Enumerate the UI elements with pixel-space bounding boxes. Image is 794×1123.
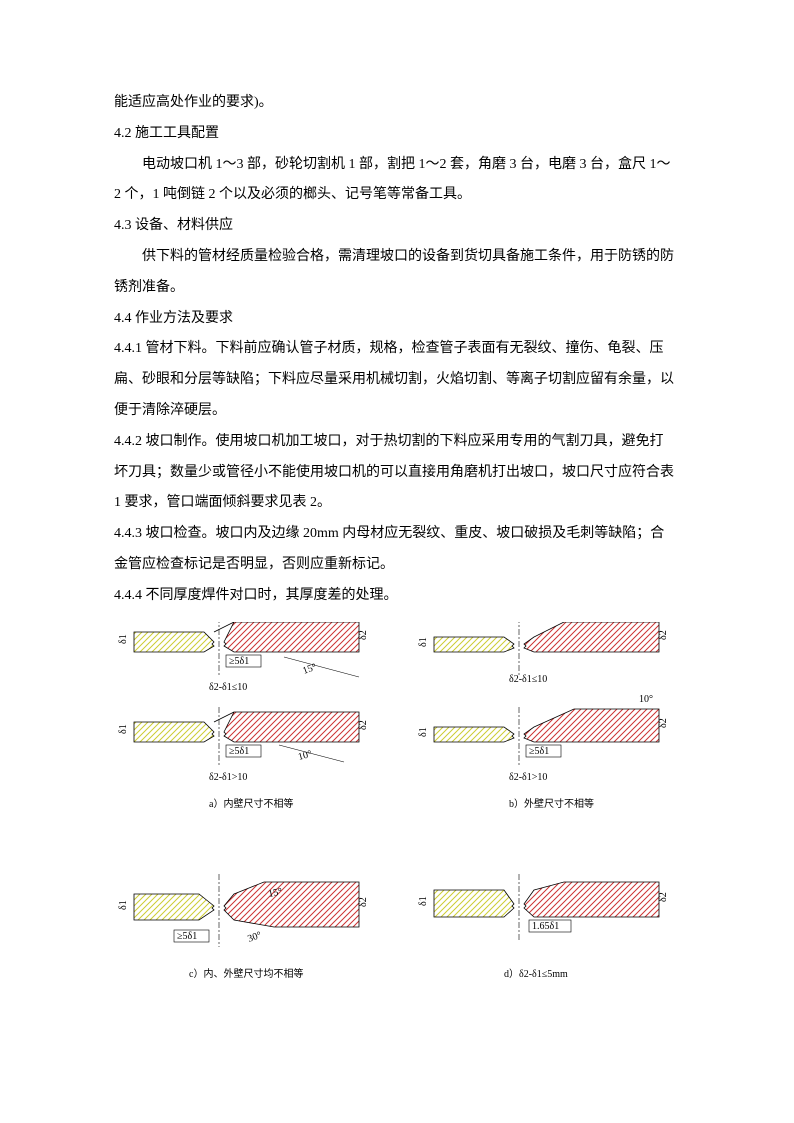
- para-8: 4.4.1 管材下料。下料前应确认管子材质，规格，检查管子表面有无裂纹、撞伤、龟…: [114, 334, 694, 365]
- para-6: 锈剂准备。: [114, 273, 694, 304]
- diagrams-svg: δ1 δ2 ≥5δ1 15° δ2-δ1≤10 δ1 δ2: [114, 622, 694, 1062]
- diagram-d: δ1 δ2 1.65δ1: [418, 874, 669, 942]
- caption-a: a）内壁尺寸不相等: [209, 797, 293, 810]
- svg-text:δ2-δ1≤10: δ2-δ1≤10: [509, 674, 547, 685]
- diagram-c: δ1 δ2 ≥5δ1 30° 15°: [118, 874, 369, 947]
- para-4: 4.3 设备、材料供应: [114, 211, 694, 242]
- svg-text:10°: 10°: [297, 748, 313, 762]
- para-12: 坏刀具；数量少或管径小不能使用坡口机的可以直接用角磨机打出坡口，坡口尺寸应符合表: [114, 458, 694, 489]
- para-2: 电动坡口机 1～3 部，砂轮切割机 1 部，割把 1～2 套，角磨 3 台，电磨…: [114, 150, 694, 181]
- para-15: 金管应检查标记是否明显，否则应重新标记。: [114, 550, 694, 581]
- svg-text:δ2: δ2: [658, 892, 669, 902]
- svg-text:≥5δ1: ≥5δ1: [229, 746, 249, 757]
- caption-b: b）外壁尺寸不相等: [509, 797, 594, 810]
- para-1: 4.2 施工工具配置: [114, 119, 694, 150]
- diagram-b2: δ1 δ2 ≥5δ1 10° δ2-δ1>10: [418, 694, 669, 783]
- para-7: 4.4 作业方法及要求: [114, 304, 694, 335]
- svg-text:δ1: δ1: [418, 637, 429, 647]
- svg-text:δ2: δ2: [658, 630, 669, 640]
- para-11: 4.4.2 坡口制作。使用坡口机加工坡口，对于热切割的下料应采用专用的气割刀具，…: [114, 427, 694, 458]
- para-3: 2 个，1 吨倒链 2 个以及必须的榔头、记号笔等常备工具。: [114, 180, 694, 211]
- diagram-area: δ1 δ2 ≥5δ1 15° δ2-δ1≤10 δ1 δ2: [114, 622, 694, 1062]
- svg-text:δ1: δ1: [118, 634, 129, 644]
- diagram-a2: δ1 δ2 ≥5δ1 10° δ2-δ1>10: [118, 707, 369, 783]
- diagram-a1: δ1 δ2 ≥5δ1 15° δ2-δ1≤10: [118, 622, 369, 693]
- svg-text:δ1: δ1: [418, 896, 429, 906]
- svg-text:δ2-δ1>10: δ2-δ1>10: [209, 772, 247, 783]
- caption-c: c）内、外壁尺寸均不相等: [189, 967, 303, 980]
- svg-text:30°: 30°: [246, 929, 263, 944]
- svg-text:δ1: δ1: [418, 727, 429, 737]
- svg-text:≥5δ1: ≥5δ1: [529, 746, 549, 757]
- para-9: 扁、砂眼和分层等缺陷；下料应尽量采用机械切割，火焰切割、等离子切割应留有余量，以: [114, 365, 694, 396]
- para-10: 便于清除淬硬层。: [114, 396, 694, 427]
- svg-text:δ2: δ2: [358, 720, 369, 730]
- caption-d: d）δ2-δ1≤5mm: [504, 968, 568, 980]
- diagram-b1: δ1 δ2 15° δ2-δ1≤10: [418, 622, 669, 685]
- svg-text:δ2: δ2: [358, 897, 369, 907]
- svg-text:δ1: δ1: [118, 724, 129, 734]
- svg-text:10°: 10°: [639, 694, 653, 705]
- svg-text:δ1: δ1: [118, 900, 129, 910]
- svg-text:≥5δ1: ≥5δ1: [229, 656, 249, 667]
- para-13: 1 要求，管口端面倾斜要求见表 2。: [114, 488, 694, 519]
- para-16: 4.4.4 不同厚度焊件对口时，其厚度差的处理。: [114, 581, 694, 612]
- para-14: 4.4.3 坡口检查。坡口内及边缘 20mm 内母材应无裂纹、重皮、坡口破损及毛…: [114, 519, 694, 550]
- para-5: 供下料的管材经质量检验合格，需清理坡口的设备到货切具备施工条件，用于防锈的防: [114, 242, 694, 273]
- svg-text:δ2-δ1≤10: δ2-δ1≤10: [209, 682, 247, 693]
- svg-text:≥5δ1: ≥5δ1: [177, 931, 197, 942]
- svg-text:δ2-δ1>10: δ2-δ1>10: [509, 772, 547, 783]
- svg-text:1.65δ1: 1.65δ1: [532, 921, 559, 932]
- svg-text:δ2: δ2: [358, 630, 369, 640]
- para-0: 能适应高处作业的要求)。: [114, 88, 694, 119]
- svg-text:δ2: δ2: [658, 718, 669, 728]
